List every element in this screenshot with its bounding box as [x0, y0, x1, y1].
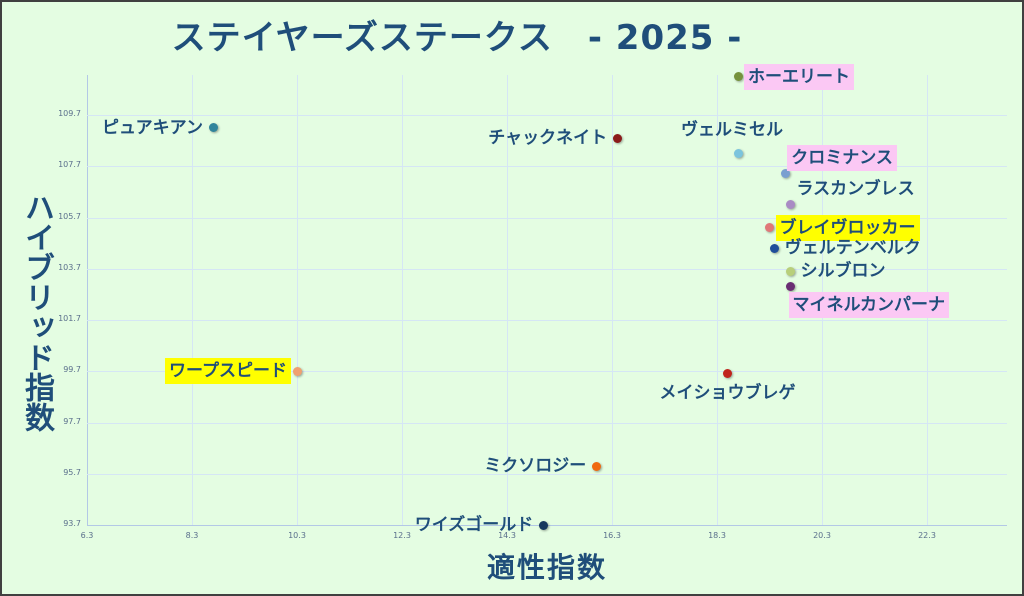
data-point[interactable]: [786, 266, 795, 276]
x-gridline: [717, 75, 718, 525]
y-tick-label: 99.7: [63, 365, 81, 375]
data-point[interactable]: [786, 282, 795, 292]
y-axis-label: ハイブリッド指数: [19, 192, 54, 432]
y-gridline: [87, 473, 1007, 475]
x-axis-label: 適性指数: [486, 551, 607, 584]
x-gridline: [507, 75, 508, 525]
data-point[interactable]: [612, 133, 622, 143]
y-tick-label: 107.7: [58, 160, 81, 170]
data-point[interactable]: [723, 369, 732, 379]
data-point[interactable]: [786, 200, 795, 210]
x-gridline: [402, 75, 403, 525]
data-point[interactable]: [591, 461, 601, 471]
point-label: ラスカンブレス: [796, 178, 915, 199]
y-tick-label: 93.7: [63, 519, 81, 528]
x-tick-label: 8.3: [185, 531, 199, 540]
x-tick-label: 20.3: [813, 531, 831, 540]
x-tick-label: 6.3: [80, 531, 94, 540]
point-label: ブレイヴロッカー: [775, 214, 920, 241]
y-gridline: [87, 166, 1007, 168]
point-label: チャックネイト: [488, 128, 608, 149]
point-label: ヴェルテンベルク: [784, 238, 921, 259]
point-label: マイネルカンパーナ: [788, 291, 949, 318]
x-tick-label: 10.3: [288, 531, 306, 540]
data-point[interactable]: [765, 223, 774, 233]
y-gridline: [87, 422, 1007, 424]
y-tick-label: 101.7: [58, 314, 81, 323]
point-label: クロミナンス: [787, 144, 897, 171]
y-gridline: [87, 371, 1007, 373]
y-tick-label: 95.7: [63, 467, 81, 477]
x-tick-label: 12.3: [393, 531, 411, 540]
data-point[interactable]: [780, 169, 790, 179]
x-gridline: [192, 75, 193, 525]
y-tick-label: 103.7: [58, 262, 81, 272]
x-tick-label: 14.3: [498, 531, 516, 540]
y-tick-label: 105.7: [58, 211, 81, 221]
plot-area: 6.3 8.3 10.3 12.3 14.3 16.3 18.3 20.3 22.3 109.7 1…: [58, 63, 1007, 540]
data-point[interactable]: [539, 520, 549, 530]
y-tick-label: 97.7: [63, 416, 81, 426]
y-gridline: [87, 115, 1007, 116]
y-gridline: [87, 320, 1007, 321]
data-point[interactable]: [292, 366, 302, 376]
x-gridline: [297, 75, 298, 525]
point-label: ワープスピード: [165, 358, 291, 385]
y-tick-label: 109.7: [58, 109, 81, 118]
point-label: ピュアキアン: [102, 117, 203, 138]
point-label: ホーエリート: [744, 63, 854, 90]
x-tick-label: 18.3: [708, 531, 726, 540]
point-label: メイショウブレゲ: [659, 382, 796, 403]
data-point[interactable]: [733, 148, 743, 158]
y-axis-line: [87, 75, 88, 526]
point-label: ミクソロジー: [484, 456, 587, 477]
x-gridline: [612, 75, 613, 525]
x-tick-label: 16.3: [603, 531, 621, 540]
point-label: ヴェルミセル: [681, 120, 783, 141]
x-tick-label: 22.3: [918, 531, 936, 540]
data-point[interactable]: [770, 243, 780, 253]
point-label: ワイズゴールド: [414, 515, 534, 535]
y-gridline: [87, 217, 1007, 219]
point-label: シルブロン: [800, 261, 886, 282]
y-gridline: [87, 268, 1007, 270]
data-point[interactable]: [733, 72, 743, 82]
data-point[interactable]: [208, 123, 218, 133]
chart-title: ステイヤーズステークス - 2025 -: [171, 18, 743, 58]
